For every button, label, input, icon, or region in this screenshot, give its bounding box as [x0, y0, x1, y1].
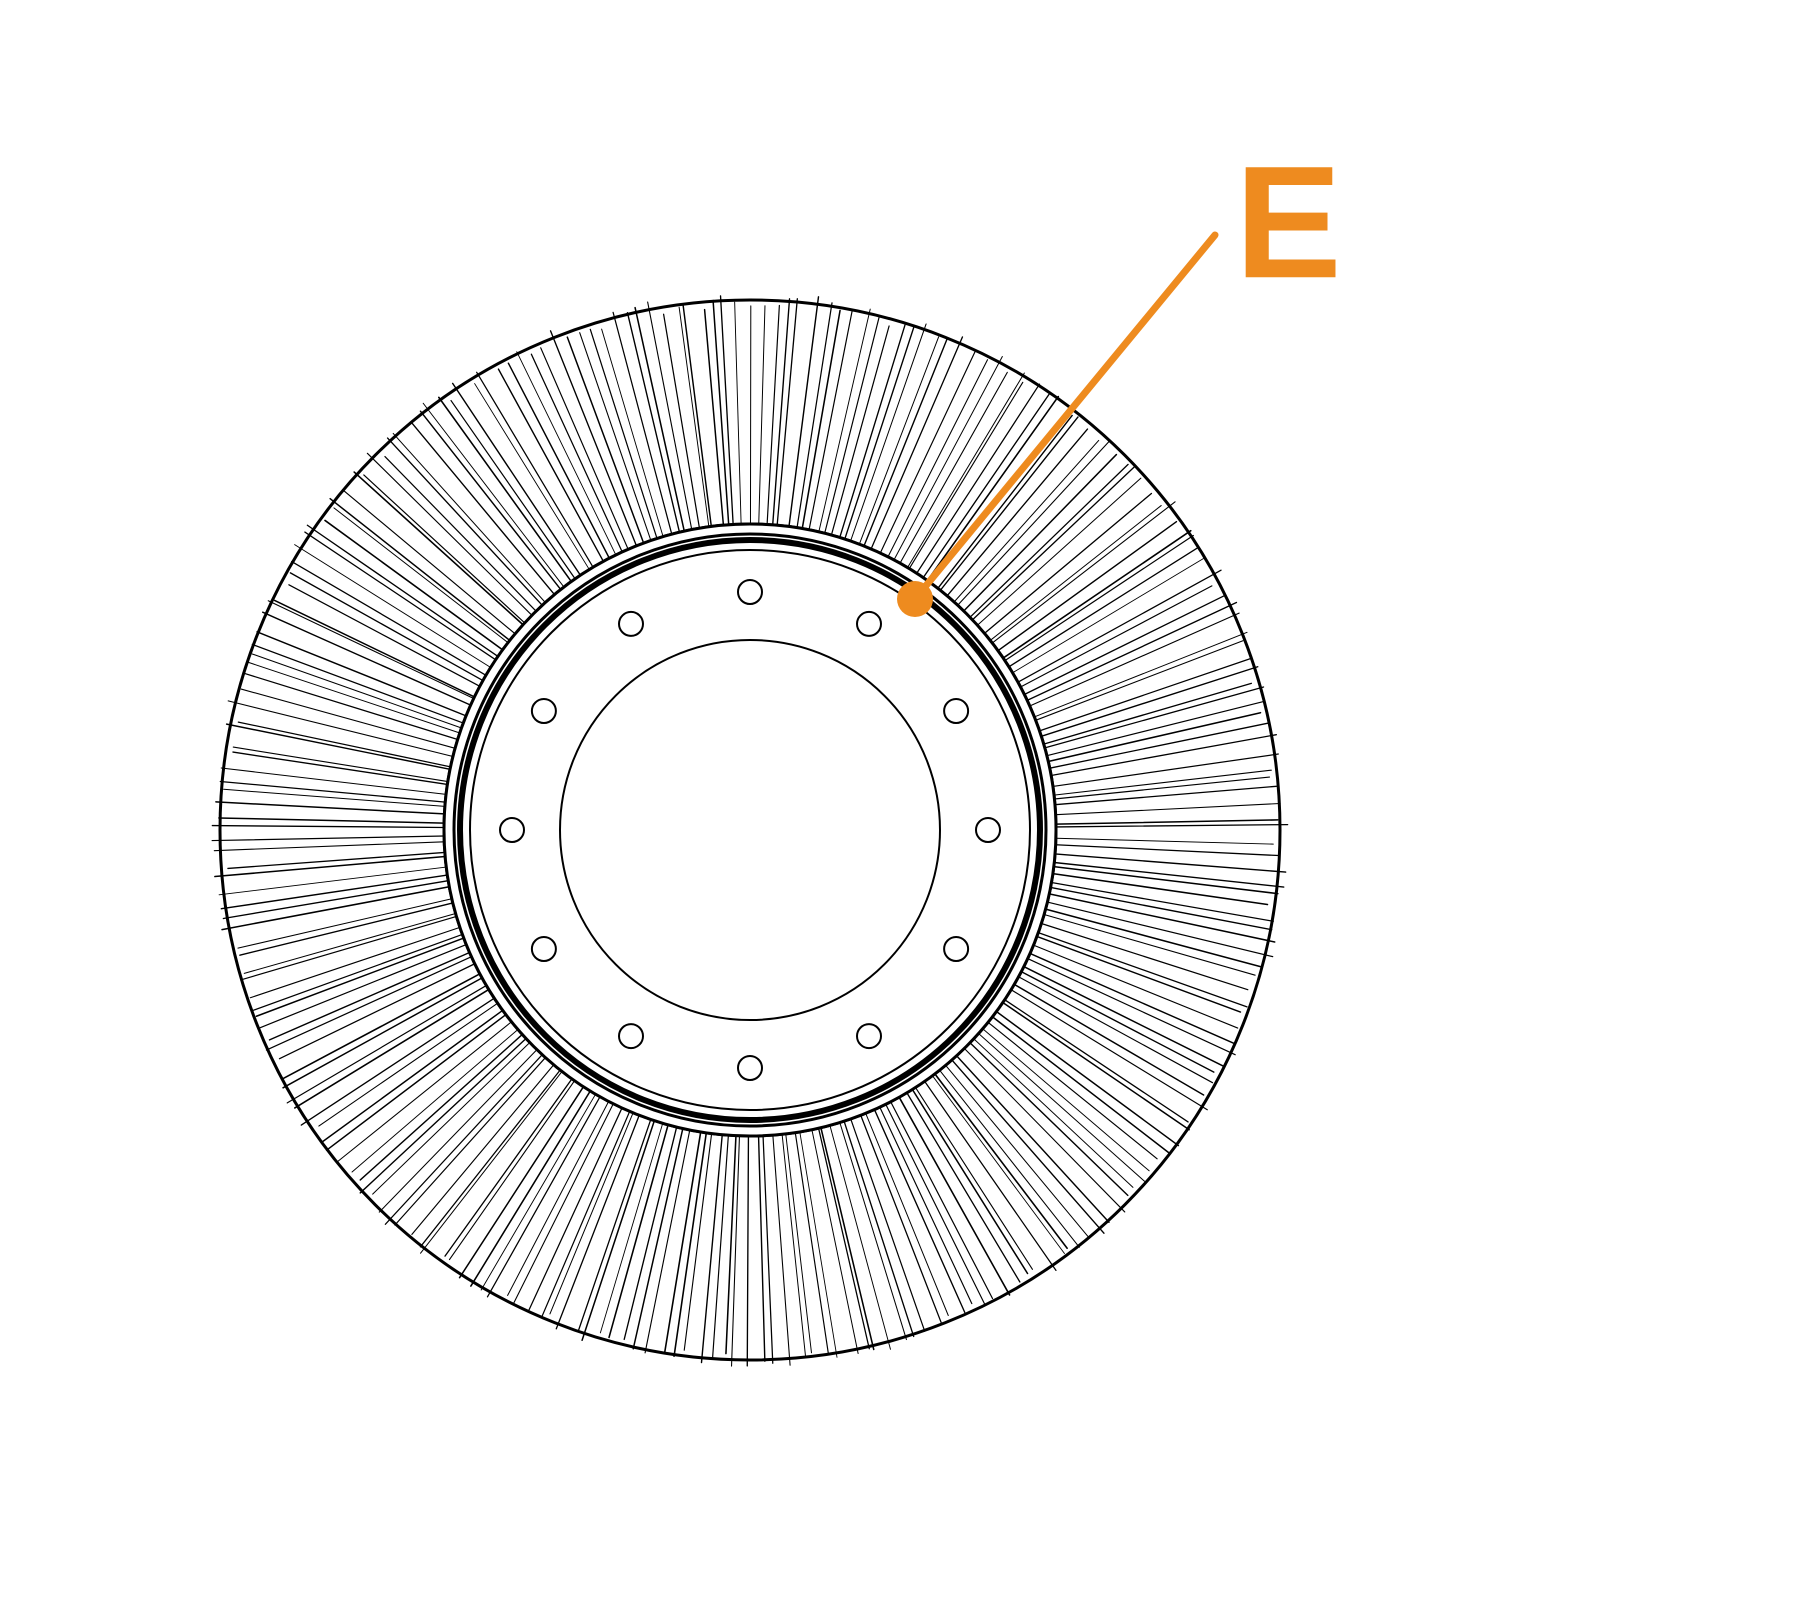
hub-rings	[444, 524, 1056, 1136]
callout-label: E	[1235, 132, 1342, 311]
diagram-canvas: E	[0, 0, 1801, 1601]
callout-dot	[897, 581, 933, 617]
